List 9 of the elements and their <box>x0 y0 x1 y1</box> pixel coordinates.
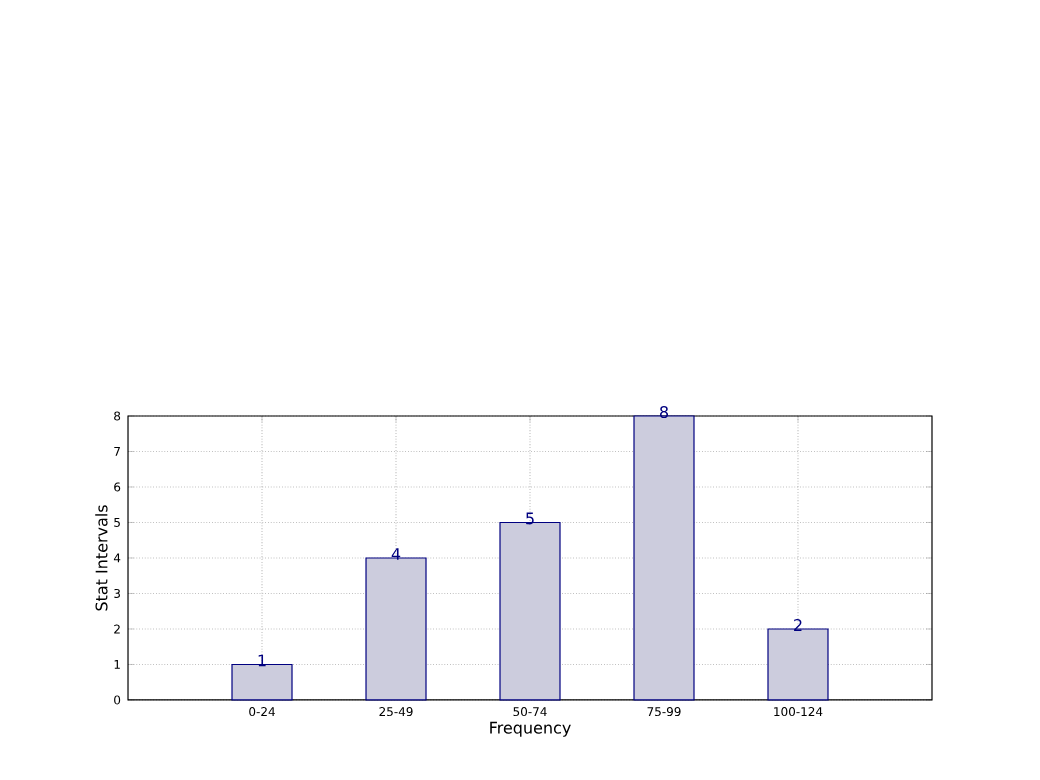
bar <box>231 663 293 701</box>
data-label: 4 <box>391 548 401 560</box>
bar <box>767 628 829 701</box>
bar <box>633 415 695 701</box>
data-label: 2 <box>794 619 802 631</box>
y-axis-title: Stat Intervals <box>95 505 108 611</box>
x-axis-title: Frequency <box>490 721 571 737</box>
bar <box>499 521 561 701</box>
bar <box>365 557 427 701</box>
